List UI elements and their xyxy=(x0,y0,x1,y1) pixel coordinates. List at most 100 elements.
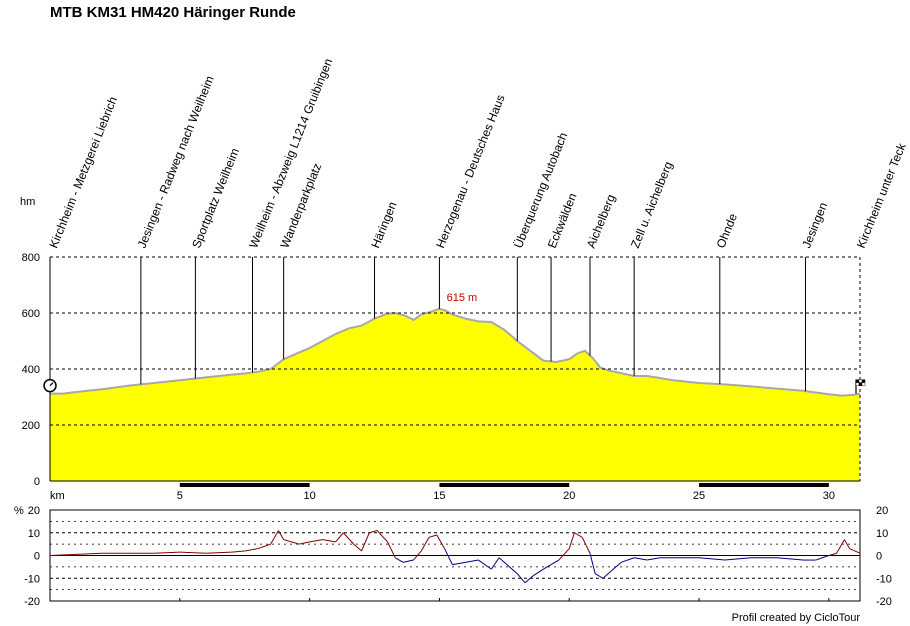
slope-segment xyxy=(257,543,271,550)
x-tick-label: 20 xyxy=(563,490,575,502)
slope-segment xyxy=(815,555,830,561)
slope-panel: -20 -20 -10 -10 0 0 10 10 20 20% xyxy=(14,505,892,608)
slope-segment xyxy=(387,541,396,558)
slope-segment xyxy=(516,573,526,584)
finish-flag-icon xyxy=(855,379,860,383)
slope-y-tick-right: 20 xyxy=(876,505,888,517)
slope-y-tick-right: 0 xyxy=(876,551,882,563)
waypoint-label: Aichelberg xyxy=(584,192,618,250)
slope-segment xyxy=(543,564,552,570)
slope-segment xyxy=(828,552,837,556)
slope-segment xyxy=(179,551,206,554)
slope-segment xyxy=(581,537,591,554)
slope-segment xyxy=(574,532,583,538)
slope-y-tick-left: 0 xyxy=(34,551,40,563)
waypoint-label: Jesingen xyxy=(799,200,830,250)
slope-segment xyxy=(620,557,635,563)
slope-segment xyxy=(698,557,726,561)
slope-segment xyxy=(153,551,180,554)
slope-y-tick-right: -10 xyxy=(876,573,892,585)
slope-segment xyxy=(506,564,518,575)
slope-y-tick-left: 20 xyxy=(28,505,40,517)
slope-segment xyxy=(610,561,622,572)
slope-segment xyxy=(594,573,604,579)
scale-bar-segment xyxy=(699,483,829,487)
slope-segment xyxy=(270,530,279,545)
slope-segment xyxy=(589,553,596,574)
slope-segment xyxy=(395,557,404,563)
credit-text: Profil created by CicloTour xyxy=(731,612,860,624)
scale-bar-segment xyxy=(179,483,310,487)
elevation-profile-panel: 0 200 400 600 800 hm km 5 10 15 20 25 30 Kirchheim - … xyxy=(20,56,909,502)
elevation-area xyxy=(50,308,860,481)
slope-segment xyxy=(413,550,422,561)
slope-segment xyxy=(402,559,414,563)
slope-y-tick-left: -20 xyxy=(24,596,40,608)
x-tick-label: 10 xyxy=(303,490,315,502)
y-tick-label: 800 xyxy=(22,252,40,264)
slope-y-tick-right: 10 xyxy=(876,528,888,540)
x-tick-label: 30 xyxy=(823,490,835,502)
slope-segment xyxy=(465,559,479,563)
slope-segment xyxy=(836,539,845,554)
finish-flag-icon xyxy=(861,379,866,383)
slope-segment xyxy=(75,552,102,555)
slope-segment xyxy=(524,575,534,584)
slope-segment xyxy=(558,548,570,561)
slope-segment xyxy=(342,532,355,545)
waypoint-label: Kirchheim - Metzgerei Liebrich xyxy=(46,95,120,251)
waypoint-label: Häringen xyxy=(368,200,399,250)
slope-segment xyxy=(490,557,500,570)
slope-segment xyxy=(724,557,752,561)
slope-segment xyxy=(444,548,453,565)
slope-segment xyxy=(776,557,803,561)
slope-segment xyxy=(361,532,370,552)
slope-segment xyxy=(550,559,560,566)
slope-segment xyxy=(436,534,446,549)
slope-segment xyxy=(843,539,851,549)
slope-segment xyxy=(309,539,323,543)
peak-annotation: 615 m xyxy=(447,292,478,304)
slope-segment xyxy=(244,548,258,552)
slope-segment xyxy=(634,557,648,561)
slope-segment xyxy=(428,534,437,538)
waypoint-label: Herzogenau - Deutsches Haus xyxy=(433,93,507,250)
finish-flag-icon xyxy=(858,379,863,383)
slope-segment xyxy=(205,551,232,554)
x-tick-label: 5 xyxy=(177,490,183,502)
y-tick-label: 400 xyxy=(22,364,40,376)
slope-segment xyxy=(498,557,508,565)
slope-segment xyxy=(278,530,285,540)
finish-flag-icon xyxy=(858,382,863,386)
slope-segment xyxy=(335,532,344,543)
slope-y-tick-left: -10 xyxy=(24,573,40,585)
x-tick-label: 25 xyxy=(693,490,705,502)
slope-segment xyxy=(647,557,661,561)
slope-segment xyxy=(532,568,544,577)
x-tick-label: 15 xyxy=(433,490,445,502)
elevation-line xyxy=(50,307,861,397)
y-axis-label: hm xyxy=(20,196,35,208)
finish-flag-icon xyxy=(861,382,866,386)
scale-bar-segment xyxy=(439,483,570,487)
slope-segment xyxy=(49,553,76,556)
slope-y-tick-left: 10 xyxy=(28,528,40,540)
slope-segment xyxy=(283,539,292,543)
slope-segment xyxy=(299,541,310,545)
y-tick-label: 0 xyxy=(34,476,40,488)
slope-segment xyxy=(568,532,575,549)
slope-segment xyxy=(420,537,430,552)
slope-segment xyxy=(849,548,861,554)
slope-segment xyxy=(602,571,612,579)
slope-y-tick-right: -20 xyxy=(876,596,892,608)
slope-segment xyxy=(478,559,492,570)
waypoint-label: Eckwälden xyxy=(545,191,580,250)
slope-segment xyxy=(231,550,245,553)
slope-segment xyxy=(369,529,378,534)
slope-segment xyxy=(291,541,300,545)
x-axis-label: km xyxy=(50,490,65,502)
y-tick-label: 600 xyxy=(22,308,40,320)
waypoint-label: Zell u. Aichelberg xyxy=(628,160,675,251)
slope-y-axis-label: % xyxy=(14,505,24,517)
